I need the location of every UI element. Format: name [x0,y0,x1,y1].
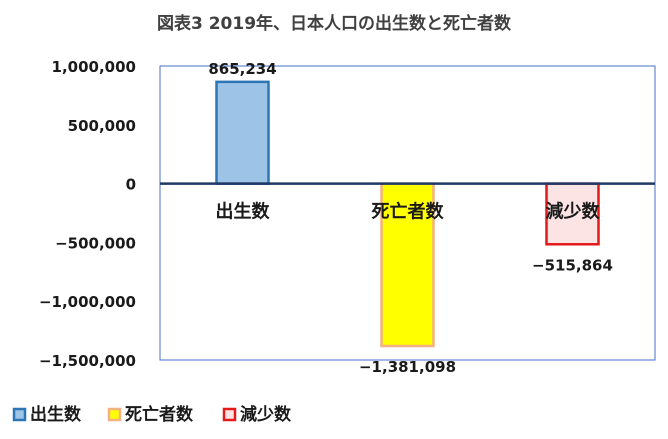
plot-area-border [159,65,656,361]
bar-1 [215,80,270,185]
data-label: 865,234 [208,60,276,78]
bar-3 [545,182,600,246]
data-label: −515,864 [532,256,613,274]
legend-label: 減少数 [240,404,292,425]
legend-label: 出生数 [30,404,82,425]
y-tick-label: 500,000 [68,117,136,135]
x-category-label: 死亡者数 [372,201,445,223]
y-tick-label: −500,000 [55,234,136,252]
legend-swatch [107,407,122,422]
y-tick-label: −1,000,000 [39,293,136,311]
x-category-label: 出生数 [216,201,271,223]
legend-label: 死亡者数 [125,404,194,425]
legend-swatch [12,407,27,422]
y-tick-label: −1,500,000 [39,352,136,370]
chart-title: 図表3 2019年、日本人口の出生数と死亡者数 [157,13,512,34]
x-category-label: 減少数 [546,201,601,223]
legend-swatch [222,407,237,422]
data-label: −1,381,098 [359,358,456,376]
y-tick-label: 1,000,000 [52,58,136,76]
y-tick-label: 0 [126,176,136,194]
